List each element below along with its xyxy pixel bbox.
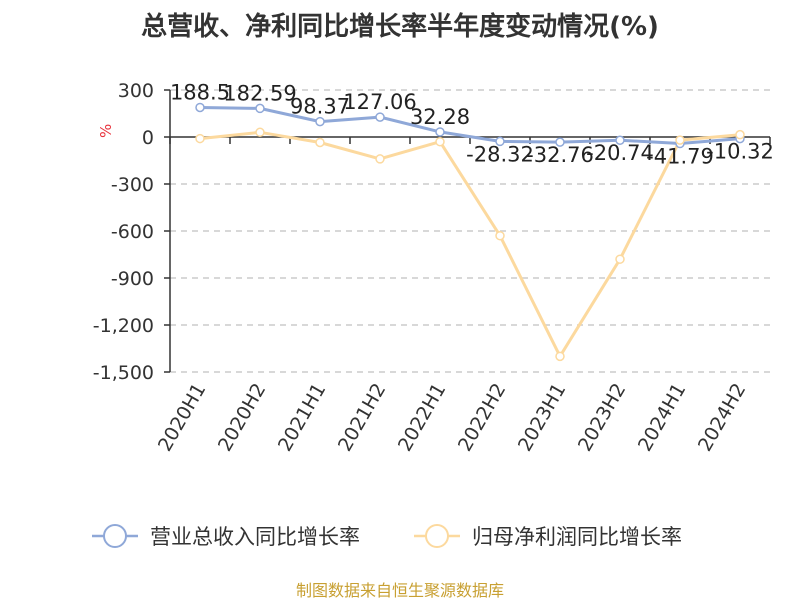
x-tick-label: 2023H2 [574,380,630,456]
series-point-0 [195,102,205,113]
chart-title: 总营收、净利同比增长率半年度变动情况(%) [141,12,659,42]
series-point-0 [315,116,325,127]
y-axis-unit-label: % [97,124,115,138]
data-label: 188.5 [170,80,230,104]
y-tick-label: -600 [111,221,154,243]
data-label: -10.32 [706,140,774,164]
legend-label-0: 营业总收入同比增长率 [150,525,360,549]
series-points [195,102,745,362]
series-point-0 [435,127,445,137]
data-source-label: 制图数据来自恒生聚源数据库 [296,581,504,600]
x-tick-label: 2021H1 [274,380,330,456]
y-tick-label: -1,500 [93,362,154,384]
series-point-0 [615,135,625,145]
series-point-1 [315,137,325,148]
data-label: 182.59 [223,81,296,105]
y-tick-label: 0 [142,127,154,149]
series-point-0 [255,103,265,114]
x-tick-labels: 2020H1 2020H2 2021H1 2021H2 2022H1 2022H2 2023… [154,380,750,456]
x-tick-label: 2022H1 [394,380,450,456]
data-label: -41.79 [646,145,714,169]
y-tick-labels: 300 0 -300 -600 -900 -1,200 -1,500 [93,80,154,384]
series-line-0 [199,106,741,145]
y-tick-label: -300 [111,174,154,196]
legend-label-1: 归母净利润同比增长率 [472,525,682,549]
series-point-1 [555,351,565,362]
data-label: 32.28 [410,105,470,129]
legend-marker [103,524,127,548]
series-point-1 [495,230,505,241]
legend: 营业总收入同比增长率 归母净利润同比增长率 [92,524,682,549]
x-tick-label: 2023H1 [514,380,570,456]
series-point-0 [375,112,385,122]
y-tick-label: 300 [118,80,154,102]
series-point-1 [255,127,265,138]
data-label: 127.06 [343,90,416,114]
data-labels: 188.5182.5998.37127.0632.28-28.32-32.76-… [170,80,774,168]
series-point-1 [615,254,625,264]
series-point-1 [195,133,205,144]
series-lines [199,106,741,358]
series-line-1 [199,130,741,358]
data-label: -28.32 [466,142,534,166]
series-point-1 [375,154,385,164]
y-tick-label: -1,200 [93,315,154,337]
data-label: 98.37 [290,95,350,119]
series-point-1 [735,129,745,140]
data-label: -32.76 [526,143,594,167]
x-tick-label: 2024H2 [694,380,750,456]
legend-marker [425,524,449,548]
series-point-0 [495,136,505,147]
series-point-1 [675,135,685,145]
grid-lines [170,89,770,373]
data-label: -20.74 [586,141,654,165]
series-point-0 [555,137,565,147]
x-tick-label: 2024H1 [634,380,690,456]
x-tick-label: 2020H2 [214,380,270,456]
x-tick-label: 2020H1 [154,380,210,456]
x-tick-label: 2021H2 [334,380,390,456]
x-tick-label: 2022H2 [454,380,510,456]
y-tick-label: -900 [111,268,154,290]
series-point-1 [435,136,445,147]
